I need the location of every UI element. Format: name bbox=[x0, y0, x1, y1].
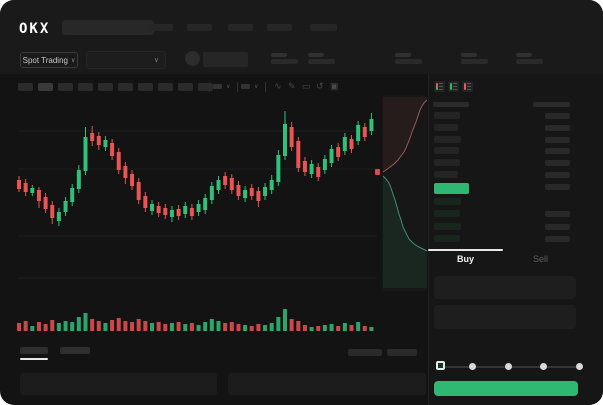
depth-chart[interactable] bbox=[382, 95, 427, 291]
indicator-dropdown-1[interactable] bbox=[213, 84, 222, 89]
buy-tab-underline bbox=[428, 249, 503, 251]
reset-icon[interactable]: ↺ bbox=[316, 81, 324, 91]
slider-dot-50[interactable] bbox=[504, 363, 512, 370]
ask-row-price[interactable] bbox=[434, 159, 460, 167]
stat-label-4 bbox=[461, 53, 477, 57]
ask-row-price[interactable] bbox=[434, 135, 461, 143]
price-input[interactable] bbox=[434, 276, 576, 299]
slider-dot-25[interactable] bbox=[469, 363, 476, 370]
bid-row-price[interactable] bbox=[434, 234, 460, 242]
screenshot-icon[interactable]: ▭ bbox=[302, 81, 311, 91]
bid-row-price[interactable] bbox=[434, 210, 460, 218]
stat-label-3 bbox=[395, 53, 411, 57]
bid-row-amount bbox=[545, 235, 570, 242]
interval-button-3[interactable] bbox=[58, 83, 73, 91]
last-price-amount bbox=[545, 184, 570, 190]
interval-button-9[interactable] bbox=[178, 83, 193, 91]
market-type-dropdown[interactable]: Spot Trading ∨ bbox=[20, 52, 78, 68]
interval-button-7[interactable] bbox=[138, 83, 153, 91]
bottom-tab-2[interactable] bbox=[60, 347, 90, 354]
ask-row-amount bbox=[545, 136, 570, 143]
interval-button-2[interactable] bbox=[38, 83, 53, 91]
ask-row-amount bbox=[545, 124, 570, 131]
chevron-down-icon: ∨ bbox=[153, 57, 159, 64]
nav-item-5[interactable] bbox=[310, 24, 337, 31]
stat-label-2 bbox=[308, 53, 324, 57]
amount-input[interactable] bbox=[434, 305, 576, 329]
coin-icon bbox=[185, 51, 200, 66]
ask-row-price[interactable] bbox=[434, 112, 460, 119]
ask-row-amount bbox=[545, 113, 570, 119]
nav-item-3[interactable] bbox=[228, 24, 253, 31]
chevron-down-icon: ∨ bbox=[226, 84, 231, 90]
stat-label-1 bbox=[271, 53, 287, 57]
ask-row-price[interactable] bbox=[434, 123, 458, 131]
orderbook-view-bids-icon[interactable] bbox=[448, 81, 459, 92]
wave-icon[interactable]: ∿ bbox=[274, 81, 282, 91]
buy-tab[interactable]: Buy bbox=[456, 254, 474, 264]
interval-button-10[interactable] bbox=[198, 83, 213, 91]
orderbook-view-all-icon[interactable] bbox=[434, 81, 445, 92]
pair-name-placeholder bbox=[203, 52, 248, 67]
slider-handle[interactable] bbox=[436, 361, 445, 370]
sell-tab[interactable]: Sell bbox=[532, 254, 548, 264]
interval-button-8[interactable] bbox=[158, 83, 173, 91]
stat-value-2 bbox=[308, 59, 335, 64]
bid-row-amount bbox=[545, 211, 570, 218]
interval-button-4[interactable] bbox=[78, 83, 93, 91]
nav-item-1[interactable] bbox=[148, 24, 173, 31]
okx-logo[interactable]: OKX bbox=[19, 21, 51, 37]
interval-button-5[interactable] bbox=[98, 83, 113, 91]
fullscreen-icon[interactable]: ▣ bbox=[330, 81, 339, 91]
bid-row-price[interactable] bbox=[434, 198, 461, 205]
ask-row-price[interactable] bbox=[434, 147, 459, 155]
last-price-badge[interactable] bbox=[434, 183, 469, 194]
bottom-tab-1[interactable] bbox=[20, 347, 48, 354]
chevron-down-icon: ∨ bbox=[254, 84, 259, 90]
stat-value-1 bbox=[271, 59, 298, 64]
interval-button-1[interactable] bbox=[18, 83, 33, 91]
bid-row-amount bbox=[545, 223, 570, 230]
orderbook-price-header bbox=[433, 102, 469, 107]
toolbar-divider bbox=[265, 82, 266, 92]
nav-item-4[interactable] bbox=[267, 24, 292, 31]
orderbook-view-asks-icon[interactable] bbox=[462, 81, 473, 92]
ask-row-amount bbox=[545, 148, 570, 155]
toolbar-divider bbox=[237, 82, 238, 92]
ask-row-amount bbox=[545, 160, 570, 167]
slider-dot-75[interactable] bbox=[540, 363, 547, 370]
slider-dot-100[interactable] bbox=[575, 363, 583, 370]
toolbar-divider bbox=[209, 82, 210, 92]
market-type-label: Spot Trading bbox=[22, 55, 68, 65]
buy-submit-button[interactable] bbox=[434, 381, 578, 396]
orderbook-amount-header bbox=[533, 102, 570, 107]
interval-button-6[interactable] bbox=[118, 83, 133, 91]
chevron-down-icon: ∨ bbox=[70, 57, 76, 64]
bottom-action-chip-2[interactable] bbox=[387, 349, 417, 356]
stat-value-3 bbox=[395, 59, 422, 64]
nav-item-2[interactable] bbox=[187, 24, 212, 31]
indicator-dropdown-2[interactable] bbox=[241, 84, 250, 89]
ask-row-price[interactable] bbox=[434, 171, 458, 178]
bid-row-price[interactable] bbox=[434, 222, 461, 230]
pair-select-dropdown[interactable]: ∨ bbox=[86, 51, 166, 69]
pencil-icon[interactable]: ✎ bbox=[288, 81, 296, 91]
ask-row-amount bbox=[545, 172, 570, 178]
orders-table-panel-2 bbox=[228, 373, 426, 395]
bottom-tab-active-underline bbox=[20, 358, 48, 360]
search-input[interactable] bbox=[62, 20, 154, 35]
orders-table-panel-1 bbox=[20, 373, 217, 395]
stat-value-4 bbox=[461, 59, 488, 64]
bottom-action-chip-1[interactable] bbox=[348, 349, 382, 356]
stat-label-5 bbox=[516, 53, 532, 57]
stat-value-5 bbox=[516, 59, 543, 64]
